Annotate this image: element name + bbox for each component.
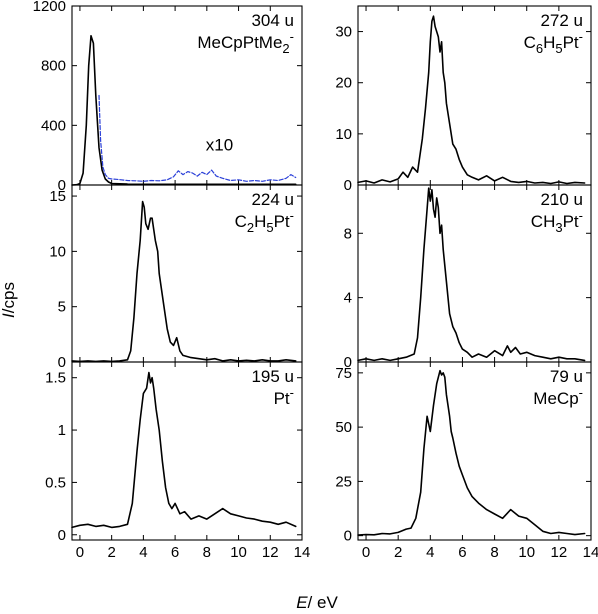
x-tick-label: 6 [171, 544, 179, 561]
mass-label: 210 u [540, 190, 583, 209]
y-tick-label: 0 [344, 528, 352, 545]
x-tick-label: 2 [107, 544, 115, 561]
species-label: MeCpPtMe2- [197, 29, 294, 56]
x-tick-label: 4 [426, 544, 434, 561]
plot-frame [71, 184, 303, 363]
x-axis-title: E/ eV [296, 593, 338, 612]
y-tick-label: 10 [335, 126, 352, 143]
plot-frame [357, 361, 592, 541]
y-tick-label: 20 [335, 75, 352, 92]
mass-label: 195 u [251, 367, 294, 386]
y-tick-label: 15 [49, 188, 66, 205]
x-tick-label: 0 [76, 544, 84, 561]
x-tick-label: 12 [262, 544, 279, 561]
x-tick-label: 14 [583, 544, 598, 561]
series-line-2 [98, 94, 297, 182]
plot-frame [71, 361, 303, 541]
x-tick-label: 10 [518, 544, 535, 561]
species-label: Pt- [274, 385, 294, 408]
x-tick-label: 6 [458, 544, 466, 561]
series-line-1 [357, 187, 586, 362]
y-tick-label: 1 [58, 422, 66, 439]
y-tick-label: 0 [344, 177, 352, 194]
y-tick-label: 30 [335, 24, 352, 41]
y-axis-title: I/cps [0, 282, 18, 318]
series-line-1 [357, 369, 586, 536]
magnification-annotation: x10 [206, 136, 233, 155]
y-tick-label: 1200 [33, 0, 66, 15]
y-tick-label: 0 [58, 177, 66, 194]
y-tick-label: 75 [335, 365, 352, 382]
y-tick-label: 25 [335, 473, 352, 490]
x-tick-label: 10 [230, 544, 247, 561]
species-label: MeCp- [533, 385, 583, 408]
mass-label: 79 u [550, 367, 583, 386]
x-tick-label: 8 [490, 544, 498, 561]
y-tick-label: 1.5 [45, 370, 66, 387]
y-tick-label: 0 [344, 354, 352, 371]
y-tick-label: 8 [344, 225, 352, 242]
y-tick-label: 800 [41, 58, 66, 75]
x-tick-label: 2 [394, 544, 402, 561]
series-line-1 [71, 371, 297, 529]
y-tick-label: 0 [58, 527, 66, 544]
y-tick-label: 400 [41, 117, 66, 134]
x-tick-label: 0 [362, 544, 370, 561]
mass-label: 272 u [540, 11, 583, 30]
y-tick-label: 0 [58, 354, 66, 371]
x-tick-label: 14 [294, 544, 311, 561]
mass-label: 224 u [251, 190, 294, 209]
plot-frame [357, 184, 592, 363]
species-label: C6H5Pt- [524, 29, 583, 56]
x-tick-label: 12 [551, 544, 568, 561]
y-tick-label: 4 [344, 290, 352, 307]
y-tick-label: 5 [58, 299, 66, 316]
y-tick-label: 0.5 [45, 474, 66, 491]
x-tick-label: 8 [203, 544, 211, 561]
y-tick-label: 50 [335, 419, 352, 436]
series-line-1 [357, 15, 586, 185]
series-line-1 [71, 200, 297, 363]
x-tick-label: 4 [139, 544, 147, 561]
y-tick-label: 10 [49, 243, 66, 260]
species-label: C2H5Pt- [235, 208, 294, 235]
panel-bottom-left: 0 2 4 6 8 10 12 14 0 0.5 1 1.5 195 uPt- [45, 361, 311, 561]
plot-frame [357, 5, 592, 186]
series-line-1 [71, 34, 297, 186]
mass-label: 304 u [251, 11, 294, 30]
species-label: CH3Pt- [531, 208, 583, 235]
